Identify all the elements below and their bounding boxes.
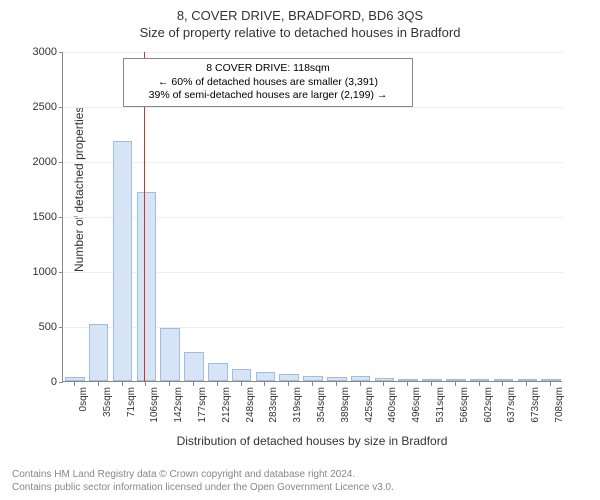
bar bbox=[470, 379, 490, 381]
bar bbox=[208, 363, 228, 381]
bar bbox=[232, 369, 252, 381]
ytick-mark bbox=[59, 52, 63, 53]
bar bbox=[137, 192, 157, 381]
chart-area: Number of detached properties 8 COVER DR… bbox=[62, 52, 562, 382]
xtick-mark bbox=[217, 382, 218, 386]
xtick-label: 142sqm bbox=[173, 387, 184, 423]
ytick-mark bbox=[59, 382, 63, 383]
xtick-mark bbox=[74, 382, 75, 386]
gridline bbox=[63, 52, 563, 53]
ytick-mark bbox=[59, 107, 63, 108]
xtick-label: 106sqm bbox=[149, 387, 160, 423]
ytick-mark bbox=[59, 162, 63, 163]
bar bbox=[446, 379, 466, 381]
bar bbox=[422, 379, 442, 381]
xtick-mark bbox=[455, 382, 456, 386]
bar bbox=[113, 141, 133, 381]
xtick-label: 602sqm bbox=[483, 387, 494, 423]
xtick-mark bbox=[502, 382, 503, 386]
annotation-box: 8 COVER DRIVE: 118sqm← 60% of detached h… bbox=[123, 58, 413, 107]
ytick-mark bbox=[59, 327, 63, 328]
xtick-mark bbox=[360, 382, 361, 386]
ytick-mark bbox=[59, 272, 63, 273]
annotation-line: ← 60% of detached houses are smaller (3,… bbox=[130, 76, 406, 90]
xtick-mark bbox=[431, 382, 432, 386]
xtick-mark bbox=[407, 382, 408, 386]
ytick-mark bbox=[59, 217, 63, 218]
xtick-label: 319sqm bbox=[292, 387, 303, 423]
ytick-label: 0 bbox=[17, 376, 57, 388]
footer-line-1: Contains HM Land Registry data © Crown c… bbox=[12, 468, 394, 481]
ytick-label: 1000 bbox=[17, 266, 57, 278]
xtick-mark bbox=[98, 382, 99, 386]
xtick-label: 531sqm bbox=[435, 387, 446, 423]
bar bbox=[256, 372, 276, 381]
xtick-mark bbox=[169, 382, 170, 386]
xtick-label: 0sqm bbox=[78, 387, 89, 411]
xtick-label: 283sqm bbox=[268, 387, 279, 423]
bar bbox=[518, 379, 538, 381]
xtick-mark bbox=[241, 382, 242, 386]
bar bbox=[160, 328, 180, 381]
xtick-label: 460sqm bbox=[387, 387, 398, 423]
ytick-label: 2500 bbox=[17, 101, 57, 113]
bar bbox=[65, 377, 85, 381]
xtick-label: 71sqm bbox=[126, 387, 137, 417]
ytick-label: 500 bbox=[17, 321, 57, 333]
subtitle: Size of property relative to detached ho… bbox=[0, 23, 600, 40]
xtick-mark bbox=[336, 382, 337, 386]
xtick-label: 566sqm bbox=[459, 387, 470, 423]
xtick-label: 177sqm bbox=[197, 387, 208, 423]
ytick-label: 1500 bbox=[17, 211, 57, 223]
xtick-mark bbox=[479, 382, 480, 386]
xtick-mark bbox=[122, 382, 123, 386]
bar bbox=[375, 378, 395, 381]
xtick-mark bbox=[193, 382, 194, 386]
annotation-line: 8 COVER DRIVE: 118sqm bbox=[130, 62, 406, 76]
xtick-mark bbox=[383, 382, 384, 386]
bar bbox=[541, 379, 561, 381]
bar bbox=[279, 374, 299, 381]
bar bbox=[327, 377, 347, 381]
footer-line-2: Contains public sector information licen… bbox=[12, 481, 394, 494]
xtick-label: 35sqm bbox=[102, 387, 113, 417]
xtick-mark bbox=[550, 382, 551, 386]
bar bbox=[89, 324, 109, 381]
xtick-label: 248sqm bbox=[245, 387, 256, 423]
bar bbox=[351, 376, 371, 382]
xtick-label: 637sqm bbox=[506, 387, 517, 423]
footer: Contains HM Land Registry data © Crown c… bbox=[12, 468, 394, 494]
xtick-label: 354sqm bbox=[316, 387, 327, 423]
xtick-mark bbox=[145, 382, 146, 386]
xtick-label: 389sqm bbox=[340, 387, 351, 423]
address-title: 8, COVER DRIVE, BRADFORD, BD6 3QS bbox=[0, 0, 600, 23]
xtick-label: 673sqm bbox=[530, 387, 541, 423]
chart-container: 8, COVER DRIVE, BRADFORD, BD6 3QS Size o… bbox=[0, 0, 600, 500]
gridline bbox=[63, 162, 563, 163]
xtick-mark bbox=[288, 382, 289, 386]
bar bbox=[184, 352, 204, 381]
xtick-mark bbox=[312, 382, 313, 386]
ytick-label: 3000 bbox=[17, 46, 57, 58]
annotation-line: 39% of semi-detached houses are larger (… bbox=[130, 89, 406, 103]
plot-area: 8 COVER DRIVE: 118sqm← 60% of detached h… bbox=[62, 52, 562, 382]
xtick-mark bbox=[264, 382, 265, 386]
bar bbox=[494, 379, 514, 381]
xtick-label: 425sqm bbox=[364, 387, 375, 423]
gridline bbox=[63, 107, 563, 108]
ytick-label: 2000 bbox=[17, 156, 57, 168]
xtick-label: 212sqm bbox=[221, 387, 232, 423]
bar bbox=[303, 376, 323, 382]
xtick-mark bbox=[526, 382, 527, 386]
xtick-label: 496sqm bbox=[411, 387, 422, 423]
xtick-label: 708sqm bbox=[554, 387, 565, 423]
x-axis-label: Distribution of detached houses by size … bbox=[62, 434, 562, 448]
bar bbox=[398, 379, 418, 381]
